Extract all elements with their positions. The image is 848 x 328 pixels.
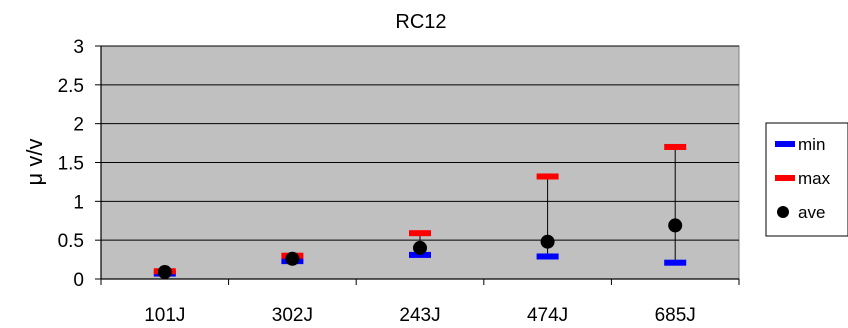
ave-marker — [285, 251, 300, 266]
x-tick-label: 474J — [527, 305, 568, 326]
data-marks — [153, 143, 687, 280]
ave-marker — [157, 265, 172, 280]
x-tick-label: 243J — [399, 305, 440, 326]
x-tick-label: 685J — [655, 305, 696, 326]
legend-max-label: max — [798, 169, 831, 188]
legend-max-swatch — [775, 175, 795, 181]
legend-min-label: min — [798, 135, 825, 154]
ave-marker — [668, 218, 683, 233]
y-tick-label: 0.5 — [58, 231, 84, 252]
axes — [95, 45, 740, 285]
max-marker — [409, 230, 431, 237]
y-tick-label: 2.5 — [58, 76, 84, 97]
y-tick-label: 2 — [73, 115, 84, 136]
tick-labels: 0 0.5 1 1.5 2 2.5 3 101J 302J 243J 474J 685J — [58, 37, 696, 326]
max-marker — [536, 173, 559, 180]
y-tick-label: 0 — [73, 270, 84, 291]
y-tick-label: 3 — [73, 37, 84, 58]
x-tick-label: 101J — [144, 305, 185, 326]
chart-title: RC12 — [395, 11, 446, 33]
y-tick-label: 1 — [73, 192, 84, 213]
legend-ave-swatch — [777, 206, 789, 218]
min-marker — [536, 253, 559, 260]
x-tick-label: 302J — [272, 305, 313, 326]
legend-ave-label: ave — [798, 203, 825, 222]
max-marker — [664, 143, 687, 150]
y-tick-label: 1.5 — [58, 154, 84, 175]
y-axis-label: μ v/v — [22, 139, 47, 186]
ave-marker — [413, 240, 427, 255]
legend: min max ave — [765, 122, 848, 237]
legend-min-swatch — [775, 141, 795, 147]
min-marker — [664, 259, 687, 266]
ave-marker — [540, 234, 555, 249]
